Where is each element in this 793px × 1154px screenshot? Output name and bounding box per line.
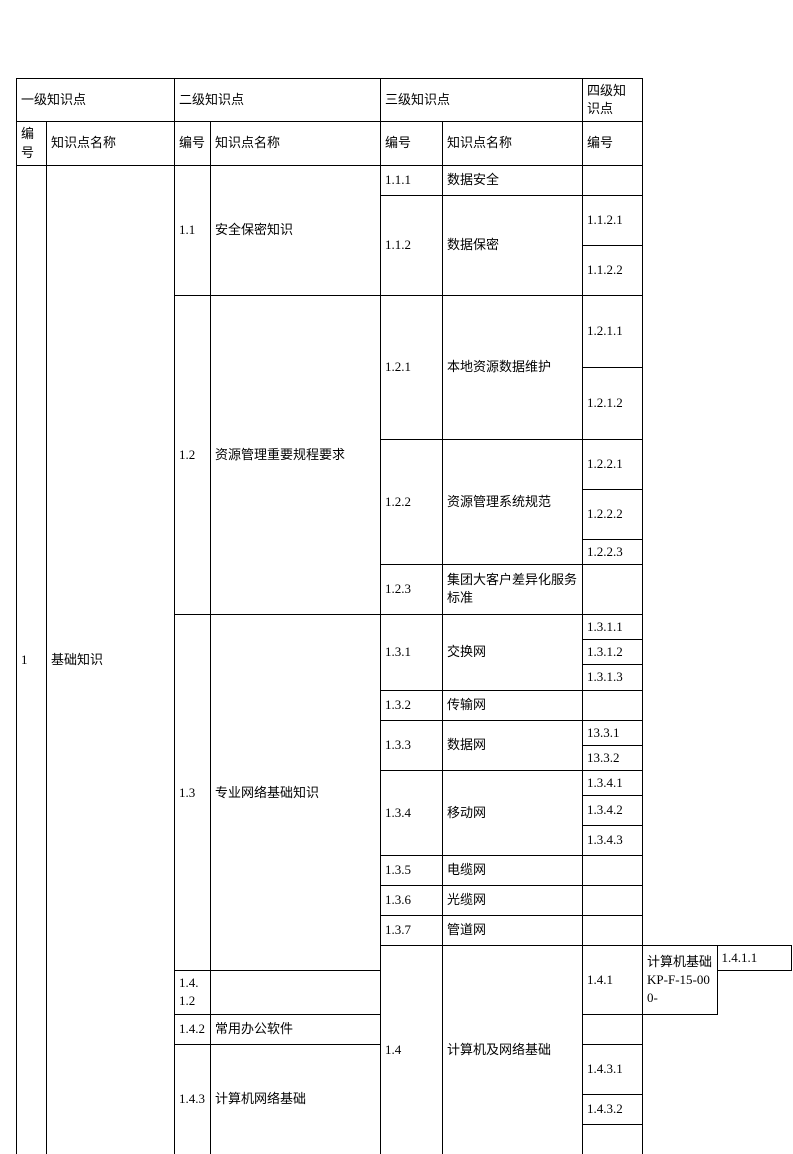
l4-code: 1.3.1.2	[583, 640, 643, 665]
l4-code	[583, 886, 643, 916]
l1-name: 基础知识	[47, 165, 175, 1154]
l3-code: 1.4.2	[175, 1014, 211, 1044]
l4-code: 1.3.4.1	[583, 770, 643, 795]
l3-code: 1.4.1	[583, 946, 643, 1015]
l4-code	[583, 1014, 643, 1044]
header-l3-code: 编号	[381, 122, 443, 165]
l4-code: 1.2.2.2	[583, 489, 643, 539]
l4-code	[583, 564, 643, 614]
l4-code: 1.1.2.1	[583, 195, 643, 245]
header-l2-code: 编号	[175, 122, 211, 165]
l3-name: 计算机基础 KP-F-15-000-	[643, 946, 717, 1015]
l4-code: 1.2.1.2	[583, 367, 643, 439]
l4-code: 1.4.3.1	[583, 1044, 643, 1094]
l2-code: 1.1	[175, 165, 211, 295]
l3-code: 1.3.4	[381, 770, 443, 855]
header-row-groups: 一级知识点 二级知识点 三级知识点 四级知识点	[17, 79, 792, 122]
header-l1-code: 编号	[17, 122, 47, 165]
l4-code	[583, 165, 643, 195]
l4-code: 1.4.3.2	[583, 1094, 643, 1124]
l3-name: 光缆网	[443, 886, 583, 916]
table-row: 1 基础知识 1.1 安全保密知识 1.1.1 数据安全	[17, 165, 792, 195]
l1-code: 1	[17, 165, 47, 1154]
l3-code: 1.1.1	[381, 165, 443, 195]
header-l2-name: 知识点名称	[211, 122, 381, 165]
l3-code: 1.2.1	[381, 295, 443, 439]
l3-code: 1.3.3	[381, 720, 443, 770]
header-row-fields: 编号 知识点名称 编号 知识点名称 编号 知识点名称 编号	[17, 122, 792, 165]
l4-code: 1.1.2.2	[583, 245, 643, 295]
l4-code	[583, 1124, 643, 1154]
l4-code: 13.3.1	[583, 720, 643, 745]
l2-code: 1.2	[175, 295, 211, 614]
header-l3-name: 知识点名称	[443, 122, 583, 165]
header-level2: 二级知识点	[175, 79, 381, 122]
header-level4: 四级知识点	[583, 79, 643, 122]
l3-code: 1.1.2	[381, 195, 443, 295]
l2-name: 专业网络基础知识	[211, 614, 381, 970]
l4-code: 1.2.1.1	[583, 295, 643, 367]
l3-name: 管道网	[443, 916, 583, 946]
l3-name: 交换网	[443, 614, 583, 690]
l4-code: 13.3.2	[583, 745, 643, 770]
l4-code: 1.2.2.1	[583, 439, 643, 489]
l3-name: 计算机网络基础	[211, 1044, 381, 1154]
l4-code	[583, 856, 643, 886]
l3-name: 移动网	[443, 770, 583, 855]
header-level1: 一级知识点	[17, 79, 175, 122]
l4-code: 1.3.1.3	[583, 665, 643, 690]
l2-name: 计算机及网络基础	[443, 946, 583, 1154]
l3-name: 常用办公软件	[211, 1014, 381, 1044]
l2-code: 1.4	[381, 946, 443, 1154]
l2-code: 1.3	[175, 614, 211, 970]
knowledge-table: 一级知识点 二级知识点 三级知识点 四级知识点 编号 知识点名称 编号 知识点名…	[16, 78, 792, 1154]
l3-code: 1.3.2	[381, 690, 443, 720]
l3-code: 1.2.2	[381, 439, 443, 564]
l3-code: 1.3.6	[381, 886, 443, 916]
l4-code: 1.2.2.3	[583, 539, 643, 564]
l4-code: 1.3.4.2	[583, 796, 643, 826]
l3-name: 本地资源数据维护	[443, 295, 583, 439]
header-l1-name: 知识点名称	[47, 122, 175, 165]
l3-code: 1.2.3	[381, 564, 443, 614]
l3-name: 资源管理系统规范	[443, 439, 583, 564]
table: 一级知识点 二级知识点 三级知识点 四级知识点 编号 知识点名称 编号 知识点名…	[16, 78, 792, 1154]
header-l4-code: 编号	[583, 122, 643, 165]
header-level3: 三级知识点	[381, 79, 583, 122]
l3-name: 集团大客户差异化服务标准	[443, 564, 583, 614]
l3-name: 电缆网	[443, 856, 583, 886]
l2-name: 安全保密知识	[211, 165, 381, 295]
l3-code: 1.3.5	[381, 856, 443, 886]
l3-name: 数据安全	[443, 165, 583, 195]
l4-code: 1.3.4.3	[583, 826, 643, 856]
l3-name: 数据网	[443, 720, 583, 770]
l3-name: 数据保密	[443, 195, 583, 295]
l3-name: 传输网	[443, 690, 583, 720]
l4-code	[583, 916, 643, 946]
l3-code: 1.3.1	[381, 614, 443, 690]
l3-code: 1.4.3	[175, 1044, 211, 1154]
l4-code: 1.4.1.2	[175, 971, 211, 1014]
l4-code	[583, 690, 643, 720]
l4-code: 1.4.1.1	[717, 946, 791, 971]
l4-code: 1.3.1.1	[583, 614, 643, 639]
l2-name: 资源管理重要规程要求	[211, 295, 381, 614]
l3-code: 1.3.7	[381, 916, 443, 946]
